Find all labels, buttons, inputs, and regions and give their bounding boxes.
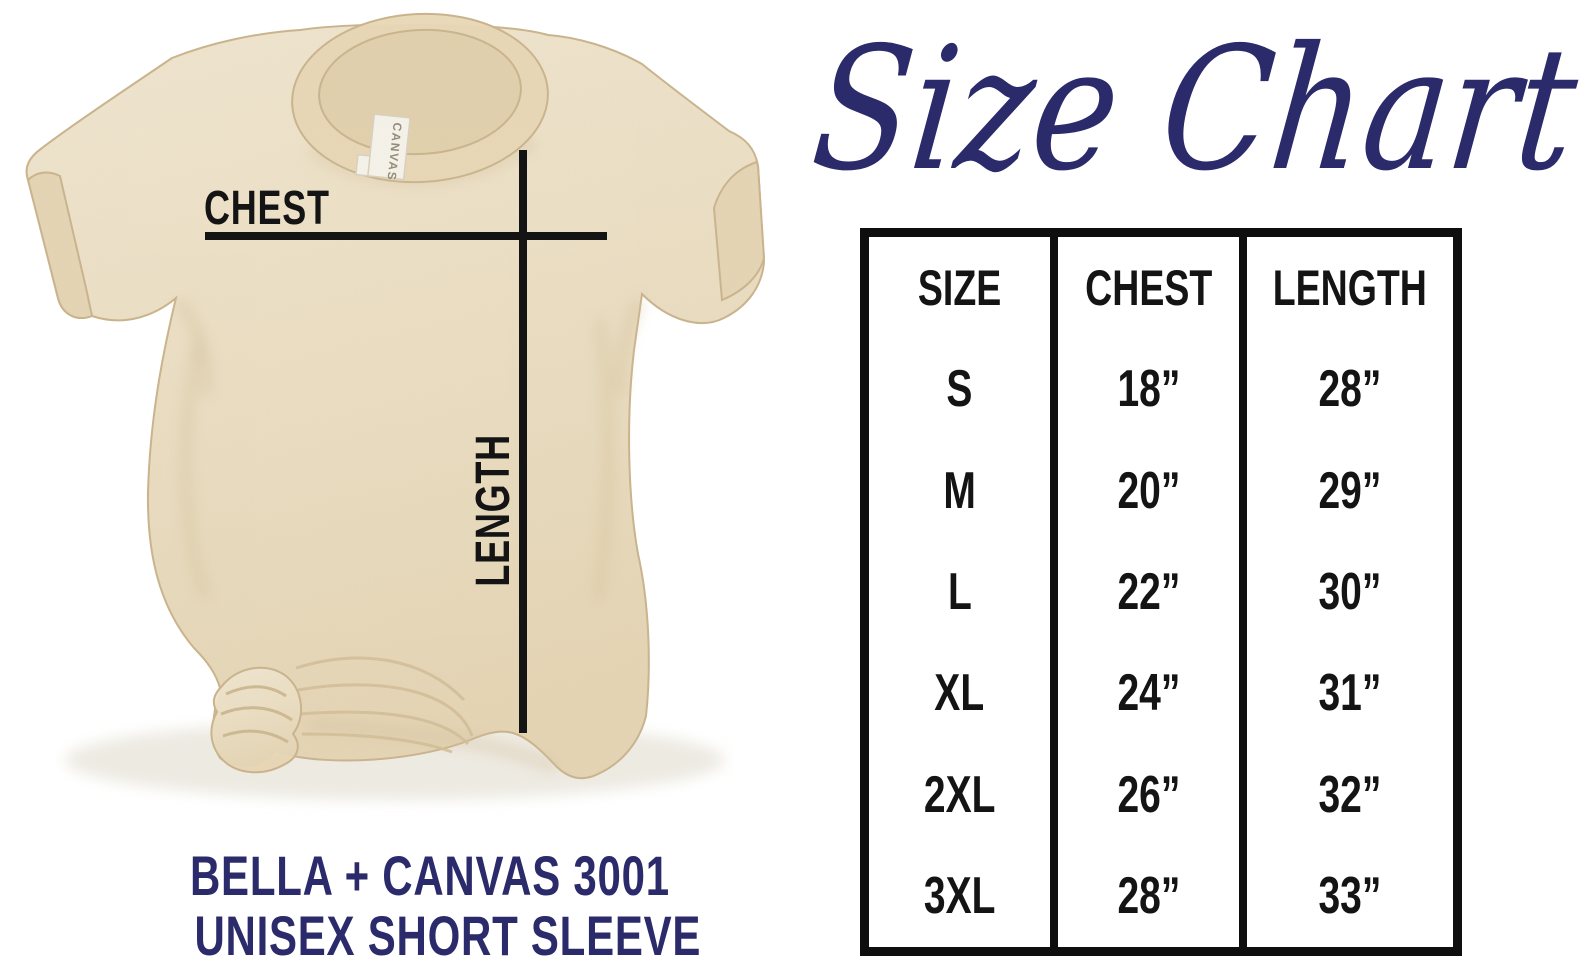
table-header-length: LENGTH [1247,237,1453,338]
table-cell-text: 28” [1117,867,1181,926]
table-cell-text: 26” [1117,765,1181,824]
length-measure-label-text: LENGTH [467,434,520,587]
title-box: Size Chart [778,6,1585,228]
length-measure-line [519,150,527,733]
table-cell-text: 33” [1318,867,1382,926]
table-cell-text: 24” [1117,664,1181,723]
product-caption-line1: BELLA + CANVAS 3001 [110,846,690,906]
tshirt-illustration: CANVAS [25,12,766,800]
table-cell: 29” [1247,440,1453,541]
title-svg: Size Chart [805,11,1585,208]
tshirt-mockup: CANVAS [0,0,790,850]
table-cell-text: 20” [1117,461,1181,520]
table-header-chest: CHEST [1058,237,1239,338]
table-cell: 31” [1247,643,1453,744]
table-cell-text: XL [934,664,985,723]
table-column-size: SIZE S M L XL 2XL 3XL [869,237,1059,947]
table-column-length: LENGTH 28” 29” 30” 31” 32” 33” [1247,237,1453,947]
table-cell: 33” [1247,846,1453,947]
table-cell: 22” [1058,541,1239,642]
product-caption-line1-text: BELLA + CANVAS 3001 [189,844,670,907]
chest-measure-label: CHEST [204,185,372,233]
chest-measure-label-text: CHEST [204,182,330,235]
table-cell: S [869,338,1050,439]
table-cell: 30” [1247,541,1453,642]
product-caption: BELLA + CANVAS 3001 UNISEX SHORT SLEEVE [110,846,700,966]
table-cell-text: L [947,562,972,621]
table-cell-text: 28” [1318,360,1382,419]
table-cell: 20” [1058,440,1239,541]
table-cell-text: 31” [1318,664,1382,723]
table-header-size: SIZE [869,237,1050,338]
page-title: Size Chart [805,11,1585,208]
table-cell: 3XL [869,846,1050,947]
table-header-length-text: LENGTH [1273,259,1428,316]
table-header-chest-text: CHEST [1085,259,1213,316]
table-cell: 24” [1058,643,1239,744]
table-cell: 32” [1247,744,1453,845]
length-measure-label: LENGTH [467,434,520,612]
table-cell-text: M [943,461,976,520]
table-cell-text: 30” [1318,562,1382,621]
table-cell: 18” [1058,338,1239,439]
table-header-size-text: SIZE [917,259,1002,316]
table-cell: L [869,541,1050,642]
table-cell: 28” [1058,846,1239,947]
table-cell-text: 18” [1117,360,1181,419]
fabric-texture [26,24,765,779]
table-cell-text: 32” [1318,765,1382,824]
table-column-chest: CHEST 18” 20” 22” 24” 26” 28” [1058,237,1248,947]
table-cell-text: 3XL [923,867,996,926]
table-cell: 28” [1247,338,1453,439]
size-table: SIZE S M L XL 2XL 3XL CHEST 18” 20” 22” … [860,228,1462,956]
table-cell: 26” [1058,744,1239,845]
chest-measure-line [205,232,607,240]
table-cell-text: 2XL [923,765,996,824]
table-cell-text: 22” [1117,562,1181,621]
table-cell: 2XL [869,744,1050,845]
table-cell: M [869,440,1050,541]
product-caption-line2: UNISEX SHORT SLEEVE [110,906,700,966]
table-cell-text: S [946,360,973,419]
product-caption-line2-text: UNISEX SHORT SLEEVE [194,904,702,967]
table-cell: XL [869,643,1050,744]
table-cell-text: 29” [1318,461,1382,520]
